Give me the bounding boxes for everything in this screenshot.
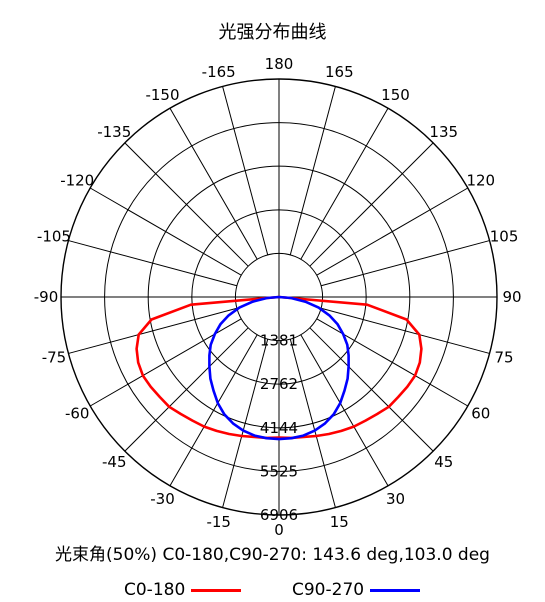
grid-spoke bbox=[300, 107, 389, 260]
label-layer: 180 1651501351201059075604530150-15-30-45… bbox=[34, 55, 522, 539]
angle-tick-label: 120 bbox=[466, 172, 495, 190]
angle-tick-label: -150 bbox=[145, 86, 179, 104]
angle-tick-label: 60 bbox=[471, 405, 490, 423]
angle-tick-label: -60 bbox=[65, 405, 90, 423]
polar-chart: 180 1651501351201059075604530150-15-30-45… bbox=[34, 55, 522, 539]
radial-tick-label: 2762 bbox=[260, 375, 298, 393]
angle-tick-label: -165 bbox=[202, 63, 236, 81]
legend-swatch-c0-180 bbox=[191, 588, 242, 592]
grid-spoke bbox=[222, 338, 269, 508]
angle-tick-label: -15 bbox=[206, 513, 231, 531]
grid-spoke bbox=[124, 142, 249, 267]
angle-tick-label: 30 bbox=[386, 490, 405, 508]
angle-tick-label: 150 bbox=[381, 86, 410, 104]
legend-label-c0-180: C0-180 bbox=[124, 580, 186, 600]
angle-tick-label: 15 bbox=[330, 513, 349, 531]
angle-tick-label: -75 bbox=[42, 348, 67, 366]
grid-spoke bbox=[309, 142, 434, 267]
radial-tick-label: 1381 bbox=[260, 332, 298, 350]
grid-spoke bbox=[300, 334, 389, 487]
grid-spoke bbox=[316, 187, 469, 276]
legend-label-c90-270: C90-270 bbox=[292, 580, 365, 600]
angle-tick-label: -45 bbox=[102, 453, 127, 471]
angle-tick-label: -120 bbox=[60, 172, 94, 190]
grid-spoke bbox=[289, 338, 336, 508]
legend-item-c90-270: C90-270 bbox=[292, 580, 421, 600]
angle-tick-label: 75 bbox=[495, 348, 514, 366]
chart-title: 光强分布曲线 bbox=[218, 22, 327, 43]
legend: C0-180 C90-270 bbox=[0, 580, 545, 602]
series-layer bbox=[135, 295, 423, 441]
angle-tick-label: 45 bbox=[434, 453, 453, 471]
grid-spoke bbox=[289, 86, 336, 256]
radial-tick-label: 5525 bbox=[260, 462, 298, 480]
angle-tick-label: 0 bbox=[274, 521, 284, 539]
grid-spoke bbox=[68, 240, 238, 287]
series-curve-c90-270 bbox=[208, 295, 350, 441]
grid-spoke bbox=[89, 187, 242, 276]
angle-tick-label: -30 bbox=[150, 490, 175, 508]
series-curve-c0-180 bbox=[135, 295, 423, 440]
angle-tick-label: 90 bbox=[502, 288, 521, 306]
legend-swatch-c90-270 bbox=[370, 588, 421, 592]
grid-spoke bbox=[320, 307, 490, 354]
angle-tick-label: -105 bbox=[37, 228, 71, 246]
angle-tick-label: 180 bbox=[265, 55, 294, 73]
grid-spoke bbox=[222, 86, 269, 256]
grid-spoke bbox=[316, 318, 469, 407]
grid-spoke bbox=[169, 107, 258, 260]
grid-spoke bbox=[320, 240, 490, 287]
angle-tick-label: 105 bbox=[490, 228, 519, 246]
grid-spoke bbox=[68, 307, 238, 354]
angle-tick-label: -135 bbox=[97, 123, 131, 141]
grid-spoke bbox=[124, 327, 249, 452]
angle-tick-label: 135 bbox=[429, 123, 458, 141]
grid-spoke bbox=[169, 334, 258, 487]
angle-tick-label: -90 bbox=[34, 288, 59, 306]
radial-tick-label: 4144 bbox=[260, 419, 298, 437]
radial-tick-label: 6906 bbox=[260, 506, 298, 524]
legend-item-c0-180: C0-180 bbox=[124, 580, 242, 600]
grid-spoke bbox=[309, 327, 434, 452]
beam-angle-text: 光束角(50%) C0-180,C90-270: 143.6 deg,103.0… bbox=[55, 545, 490, 565]
angle-tick-label: 165 bbox=[325, 63, 354, 81]
grid-spoke bbox=[89, 318, 242, 407]
